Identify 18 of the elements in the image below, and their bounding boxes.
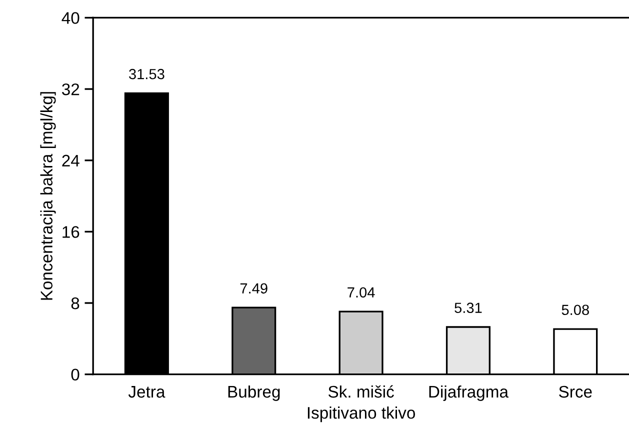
y-tick-label: 8	[71, 297, 80, 310]
data-label: 7.49	[240, 283, 268, 294]
y-tick-label: 40	[62, 12, 80, 24]
x-tick-label: Sk. mišić	[328, 385, 394, 398]
y-tick-label: 32	[62, 83, 80, 96]
data-label: 5.08	[562, 304, 589, 316]
data-label: 7.04	[348, 287, 375, 298]
data-label: 31.53	[128, 68, 164, 80]
y-tick-label: 24	[62, 154, 80, 166]
x-tick-label: Jetra	[128, 386, 166, 398]
y-axis-title: Koncentracija bakra [mgl/kg]	[40, 92, 56, 300]
y-tick-label: 0	[71, 368, 80, 381]
x-tick-label: Dijafragma	[429, 385, 509, 401]
y-tick-label: 16	[62, 226, 80, 238]
data-label: 5.31	[454, 302, 482, 313]
x-tick-label: Srce	[559, 386, 592, 398]
x-tick-label: Bubreg	[228, 385, 280, 401]
x-axis-title: Ispitivano tkivo	[308, 406, 416, 422]
